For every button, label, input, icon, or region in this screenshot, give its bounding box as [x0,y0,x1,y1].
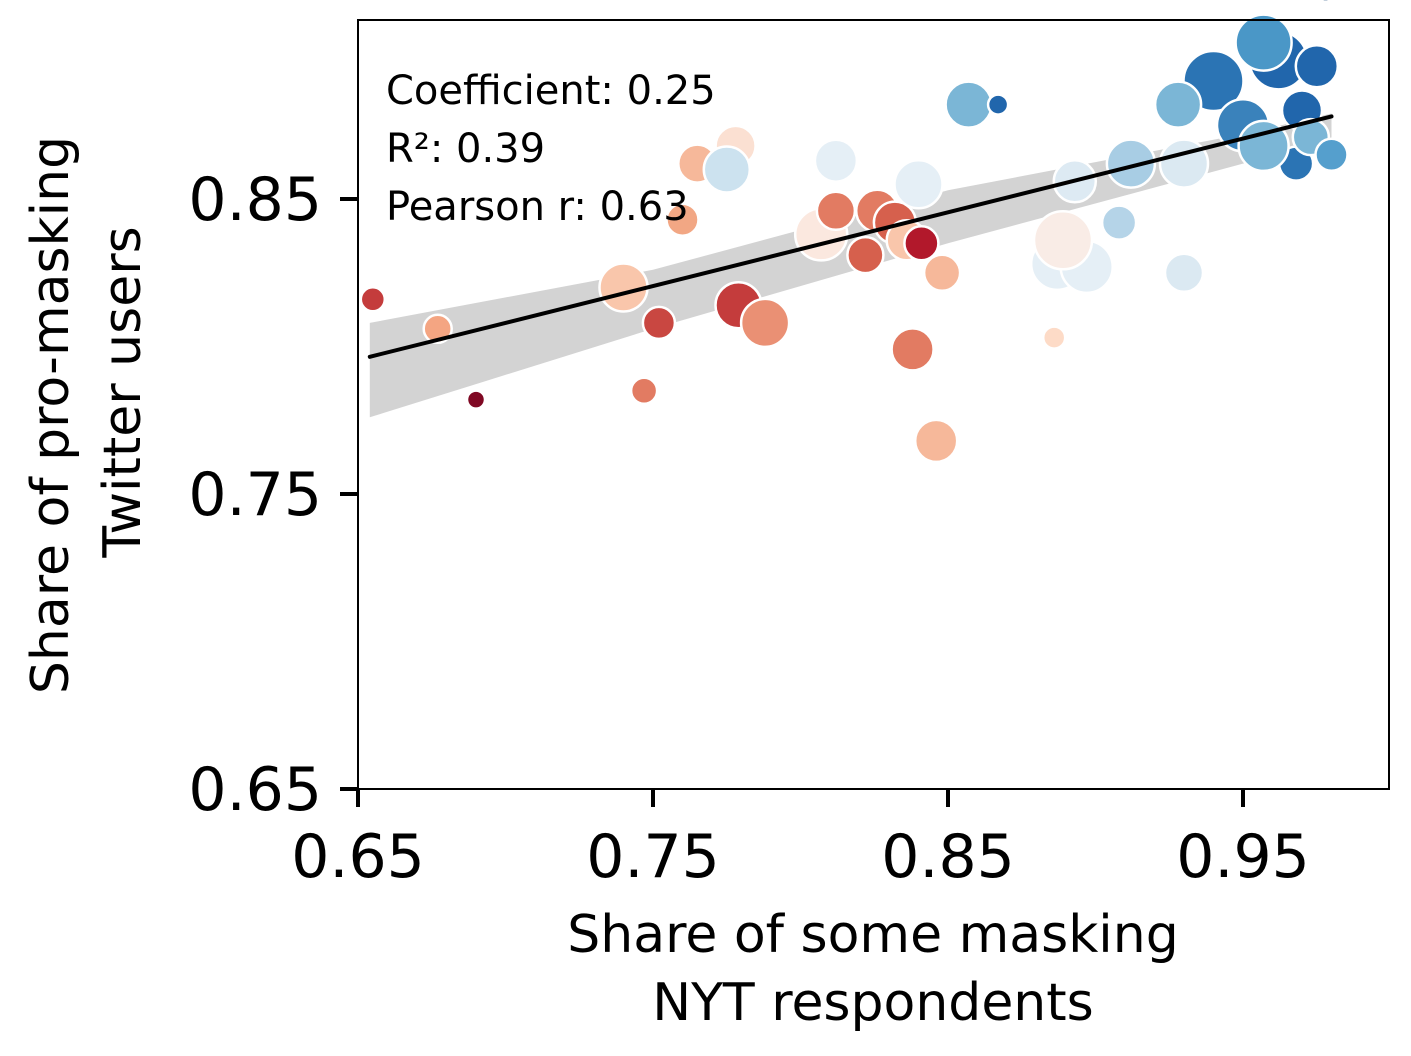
x-axis-title-line-2: NYT respondents [652,973,1094,1033]
scatter-point-14 [815,190,857,232]
stat-coefficient: Coefficient: 0.25 [386,68,716,114]
y-tick-label-1: 0.65 [188,755,322,825]
scatter-point-33 [1105,138,1157,189]
scatter-point-44 [1234,13,1293,72]
x-tick-label-4: 0.95 [1176,822,1310,892]
scatter-point-4 [629,376,659,406]
x-axis-title-line-1: Share of some masking [567,905,1178,965]
y-axis-title-line-2: Twitter users [93,226,153,558]
scatter-point-32 [1100,204,1138,241]
points-layer [359,0,1349,464]
plot-frame [357,19,1390,790]
regression-line [367,114,1334,359]
scatter-point-10 [702,145,752,194]
scatter-point-21 [903,225,940,262]
scatter-point-2 [422,313,453,345]
y-tick-label-3: 0.85 [188,165,322,235]
scatter-point-46 [1317,0,1334,3]
x-tick-label-3: 0.85 [881,822,1015,892]
regression-layer [367,114,1334,359]
scatter-point-7 [665,202,700,237]
scatter-point-27 [1041,325,1067,350]
scatter-point-5 [641,305,677,341]
scatter-point-47 [1314,137,1349,173]
y-axis-title-line-1: Share of pro-masking [21,136,81,694]
stat-pearson: Pearson r: 0.63 [386,184,689,230]
scatter-point-43 [1294,44,1340,89]
scatter-point-20 [893,159,944,210]
axes: 0.650.750.850.950.650.750.850.95 [188,165,1310,892]
scatter-point-3 [465,389,487,410]
scatter-point-15 [813,138,859,183]
scatter-point-24 [913,418,959,464]
scatter-point-34 [1158,138,1210,189]
stat-r2: R²: 0.39 [386,126,545,172]
scatter-point-12 [739,297,791,349]
scatter-point-26 [986,93,1010,116]
scatter-point-1 [359,286,387,313]
scatter-point-31 [1032,210,1094,271]
x-tick-label-2: 0.75 [586,822,720,892]
scatter-point-16 [846,235,885,275]
scatter-point-35 [1163,252,1205,294]
scatter-point-23 [890,327,935,372]
scatter-point-45 [1237,119,1290,173]
y-tick-label-2: 0.75 [188,460,322,530]
scatter-point-22 [922,253,962,293]
x-tick-label-1: 0.65 [291,822,425,892]
scatter-point-39 [1153,80,1203,129]
scatter-point-25 [944,80,993,129]
